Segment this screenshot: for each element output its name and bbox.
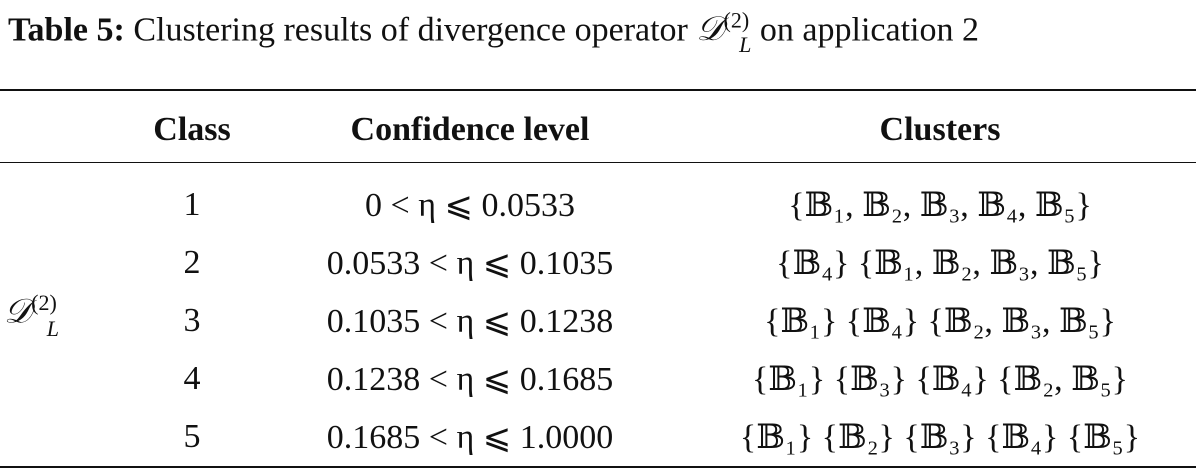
operator-subscript: L <box>739 32 752 58</box>
operator-subscript: L <box>46 316 60 342</box>
bottom-rule <box>0 466 1196 468</box>
operator-symbol: 𝒟 <box>4 293 32 331</box>
operator-superscript: (2) <box>31 290 57 315</box>
caption-operator: 𝒟(2)L <box>696 8 751 57</box>
clusters-cell: {𝔹₁} {𝔹₂} {𝔹₃} {𝔹₄} {𝔹₅} <box>739 419 1141 456</box>
operator-symbol: 𝒟 <box>696 11 724 49</box>
class-cell: 5 <box>183 418 201 455</box>
column-header: Clusters <box>879 111 1001 148</box>
confidence-cell: 0.0533 < η ⩽ 0.1035 <box>326 245 614 282</box>
class-cell: 2 <box>183 244 201 281</box>
top-rule <box>0 89 1196 91</box>
class-cell: 1 <box>183 186 201 223</box>
column-header: Class <box>153 111 231 148</box>
clusters-cell: {𝔹₁} {𝔹₄} {𝔹₂, 𝔹₃, 𝔹₅} <box>764 303 1116 340</box>
operator-superscript: (2) <box>723 8 750 33</box>
confidence-cell: 0 < η ⩽ 0.0533 <box>365 187 575 224</box>
clusters-cell: {𝔹₄} {𝔹₁, 𝔹₂, 𝔹₃, 𝔹₅} <box>776 245 1104 282</box>
caption: Table 5: Clustering results of divergenc… <box>8 8 979 57</box>
confidence-cell: 0.1035 < η ⩽ 0.1238 <box>326 303 614 340</box>
caption-label: Table 5: <box>8 11 125 49</box>
caption-text: Clustering results of divergence operato… <box>133 11 688 49</box>
confidence-cell: 0.1238 < η ⩽ 0.1685 <box>326 361 614 398</box>
row-group-label: 𝒟(2)L <box>4 290 59 341</box>
column-header: Confidence level <box>350 111 590 148</box>
confidence-cell: 0.1685 < η ⩽ 1.0000 <box>326 419 614 456</box>
caption-text: on application 2 <box>759 11 979 49</box>
mid-rule <box>0 162 1196 163</box>
class-cell: 4 <box>183 360 201 397</box>
clusters-cell: {𝔹₁} {𝔹₃} {𝔹₄} {𝔹₂, 𝔹₅} <box>751 361 1129 398</box>
class-cell: 3 <box>183 302 201 339</box>
clusters-cell: {𝔹₁, 𝔹₂, 𝔹₃, 𝔹₄, 𝔹₅} <box>788 187 1092 224</box>
